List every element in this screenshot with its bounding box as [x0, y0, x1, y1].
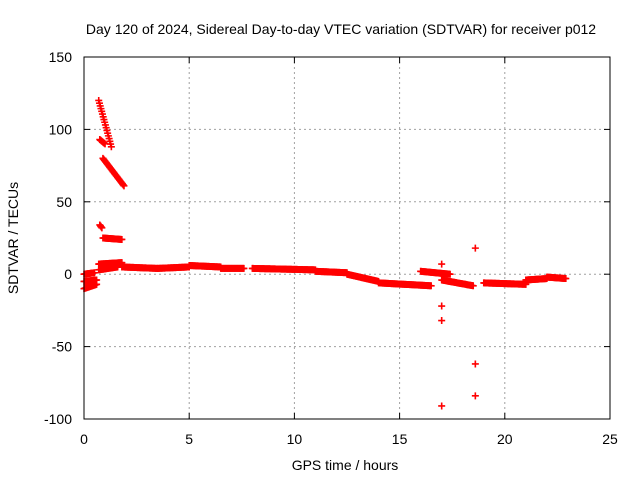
data-point — [93, 276, 101, 284]
y-tick-label: 100 — [49, 121, 73, 137]
data-point — [240, 264, 248, 272]
y-tick-label: 150 — [49, 49, 73, 65]
x-tick-label: 0 — [80, 431, 88, 447]
y-tick-label: -100 — [44, 411, 72, 427]
grid-lines — [84, 57, 610, 419]
data-point — [446, 270, 454, 278]
x-tick-label: 5 — [185, 431, 193, 447]
data-point — [471, 360, 479, 368]
data-point — [118, 235, 126, 243]
data-point — [438, 302, 446, 310]
data-point — [107, 143, 115, 151]
data-point — [438, 402, 446, 410]
y-tick-label: -50 — [52, 339, 72, 355]
data-point — [471, 244, 479, 252]
x-tick-label: 15 — [392, 431, 408, 447]
x-axis-label: GPS time / hours — [292, 457, 399, 473]
data-point — [120, 182, 128, 190]
x-tick-label: 25 — [602, 431, 618, 447]
y-tick-labels: -100 -50 0 50 100 150 — [44, 49, 72, 427]
data-point — [98, 224, 106, 232]
data-point — [438, 260, 446, 268]
data-point — [469, 282, 477, 290]
data-point — [438, 317, 446, 325]
data-point — [471, 392, 479, 400]
axis-ticks — [83, 56, 611, 420]
data-point — [101, 140, 109, 148]
data-points — [80, 96, 570, 410]
data-point — [562, 275, 570, 283]
chart-title: Day 120 of 2024, Sidereal Day-to-day VTE… — [86, 21, 596, 37]
x-tick-label: 10 — [287, 431, 303, 447]
data-point — [91, 269, 99, 277]
x-tick-label: 20 — [497, 431, 513, 447]
y-axis-label: SDTVAR / TECUs — [5, 182, 21, 294]
data-point — [427, 282, 435, 290]
y-tick-label: 50 — [56, 194, 72, 210]
x-tick-labels: 0 5 10 15 20 25 — [80, 431, 618, 447]
plot-frame — [83, 56, 611, 420]
y-tick-label: 0 — [64, 266, 72, 282]
